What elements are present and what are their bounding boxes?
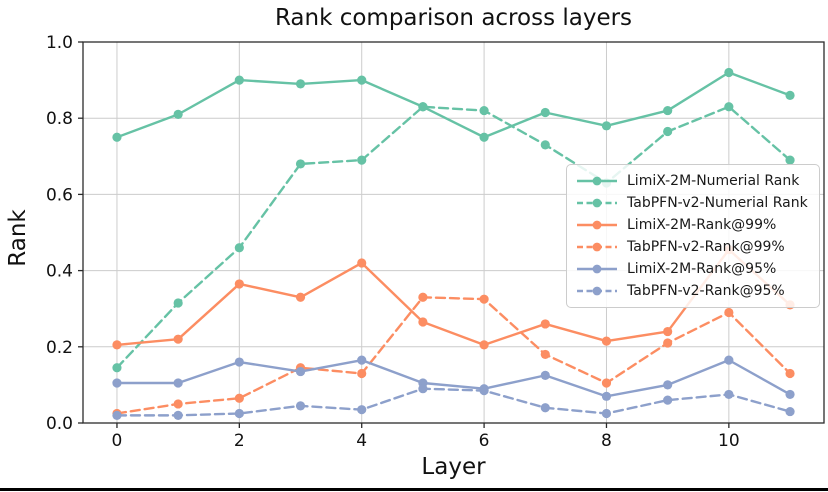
legend-line-marker-icon — [577, 242, 617, 252]
legend-entry: TabPFN-v2-Rank@99% — [576, 236, 811, 258]
legend-label: TabPFN-v2-Numerial Rank — [627, 195, 808, 211]
legend-label: LimiX-2M-Numerial Rank — [627, 173, 800, 189]
series-TabPFN-v2-Numerial-Rank — [112, 102, 795, 373]
x-tick-label: 2 — [234, 431, 245, 451]
legend-entry: LimiX-2M-Rank@99% — [576, 214, 811, 236]
series-LimiX-2M-Numerial-Rank — [112, 67, 795, 142]
series-TabPFN-v2-Rank-95- — [112, 384, 795, 420]
legend: LimiX-2M-Numerial Rank TabPFN-v2-Numerial… — [566, 164, 820, 308]
legend-label: LimiX-2M-Rank@95% — [627, 261, 777, 277]
x-axis-label: Layer — [421, 454, 486, 480]
legend-entry: TabPFN-v2-Rank@95% — [576, 280, 811, 302]
x-tick-label: 0 — [112, 431, 123, 451]
legend-line-marker-icon — [577, 286, 617, 296]
x-tick-label: 8 — [601, 431, 612, 451]
legend-label: TabPFN-v2-Rank@99% — [627, 239, 785, 255]
x-tick-label: 10 — [718, 431, 740, 451]
series-TabPFN-v2-Rank-99- — [112, 292, 795, 419]
x-tick-label: 4 — [356, 431, 367, 451]
axes-box — [82, 41, 825, 424]
legend-entry: LimiX-2M-Numerial Rank — [576, 170, 811, 192]
window-bottom-edge — [0, 488, 828, 491]
y-tick-label: 0.0 — [46, 414, 73, 434]
legend-entry: LimiX-2M-Rank@95% — [576, 258, 811, 280]
y-tick-label: 0.2 — [46, 338, 73, 358]
x-tick-label: 6 — [479, 431, 490, 451]
legend-line-marker-icon — [577, 198, 617, 208]
y-tick-label: 0.4 — [46, 262, 73, 282]
legend-line-marker-icon — [577, 220, 617, 230]
axis-ticks: 0 2 4 6 8 10 0.0 0.2 0.4 0.6 0.8 1.0 — [46, 33, 740, 451]
legend-entry: TabPFN-v2-Numerial Rank — [576, 192, 811, 214]
legend-label: TabPFN-v2-Rank@95% — [627, 283, 785, 299]
y-axis-label: Rank — [5, 209, 31, 267]
legend-label: LimiX-2M-Rank@99% — [627, 217, 777, 233]
chart-title: Rank comparison across layers — [274, 5, 633, 31]
legend-line-marker-icon — [577, 176, 617, 186]
y-tick-label: 0.6 — [46, 185, 73, 205]
y-tick-label: 1.0 — [46, 33, 73, 53]
y-tick-label: 0.8 — [46, 109, 73, 129]
series-LimiX-2M-Rank-95- — [112, 355, 795, 401]
legend-line-marker-icon — [577, 264, 617, 274]
